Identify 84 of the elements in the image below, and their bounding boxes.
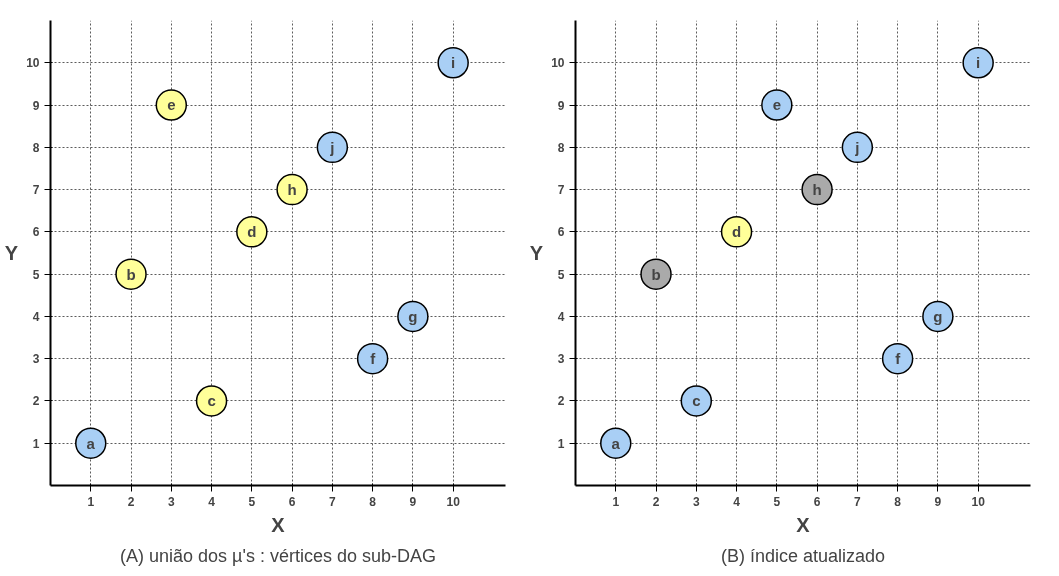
- annotation: f: [370, 350, 377, 368]
- y-tick-label: 9: [557, 98, 565, 113]
- annotation: g: [933, 307, 943, 325]
- point: [640, 258, 672, 290]
- annotation: g: [408, 307, 418, 325]
- annotation: e: [772, 96, 781, 114]
- x-tick-label: 5: [248, 494, 256, 509]
- y-tick-label: 4: [32, 309, 40, 324]
- annotation: a: [611, 434, 621, 452]
- y-tick-label: 8: [557, 140, 565, 155]
- point: [881, 342, 914, 375]
- point: [801, 173, 833, 206]
- annotation: a: [86, 434, 96, 452]
- y-tick-label: 1: [32, 436, 40, 451]
- y-tick-label: 1: [557, 436, 565, 451]
- x-tick-label: 1: [87, 494, 95, 509]
- point: [437, 47, 469, 79]
- point: [962, 47, 994, 79]
- y-tick-label: 3: [32, 352, 40, 367]
- y-tick-label: 2: [32, 394, 40, 409]
- point: [356, 342, 389, 375]
- x-tick-label: 7: [854, 494, 862, 509]
- y-tick-label: 9: [32, 98, 40, 113]
- x-tick-label: 6: [813, 494, 821, 509]
- y-tick-label: 5: [32, 267, 40, 282]
- point: [761, 89, 793, 121]
- y-tick-label: 7: [557, 183, 565, 198]
- y-tick-label: 5: [557, 267, 565, 282]
- annotation: d: [247, 223, 257, 241]
- x-tick-label: 3: [167, 494, 175, 509]
- x-tick-label: 1: [612, 494, 620, 509]
- point: [316, 131, 349, 164]
- x-tick-label: 2: [652, 494, 660, 509]
- y-tick-label: 6: [32, 225, 40, 240]
- point: [276, 173, 308, 206]
- annotation: d: [731, 223, 742, 241]
- x-axis-title: X: [796, 513, 811, 536]
- y-tick-label: 2: [557, 394, 565, 409]
- annotation: j: [329, 138, 335, 156]
- annotation: h: [287, 181, 297, 199]
- point: [680, 385, 713, 417]
- point: [155, 89, 188, 121]
- x-tick-label: 3: [692, 494, 700, 509]
- x-axis-title: X: [271, 513, 286, 536]
- x-tick-label: 9: [934, 494, 942, 509]
- point: [195, 385, 228, 417]
- text: (B) índice atualizado: [720, 545, 886, 566]
- y-tick-label: 7: [32, 183, 40, 198]
- annotation: i: [451, 54, 456, 72]
- point: [720, 216, 753, 248]
- point: [841, 131, 874, 164]
- annotation: f: [895, 350, 902, 368]
- x-tick-label: 6: [288, 494, 296, 509]
- point: [236, 216, 268, 248]
- annotation: i: [976, 54, 981, 72]
- x-tick-label: 5: [773, 494, 781, 509]
- x-tick-label: 2: [127, 494, 135, 509]
- y-tick-label: 10: [551, 56, 565, 71]
- annotation: b: [126, 265, 136, 283]
- annotation: c: [692, 392, 701, 410]
- x-tick-label: 10: [446, 494, 461, 509]
- y-tick-label: 3: [557, 352, 565, 367]
- annotation: c: [207, 392, 216, 410]
- annotation: e: [167, 96, 176, 114]
- y-axis-title: Y: [529, 242, 544, 264]
- annotation: b: [651, 265, 661, 283]
- x-tick-label: 10: [971, 494, 986, 509]
- y-axis-title: Y: [4, 242, 19, 264]
- text: (A) união dos µ's : vértices do sub-DAG: [120, 545, 436, 566]
- annotation: j: [854, 138, 860, 156]
- y-tick-label: 4: [557, 309, 565, 324]
- x-tick-label: 8: [369, 494, 377, 509]
- x-tick-label: 4: [733, 494, 741, 509]
- x-tick-label: 9: [409, 494, 417, 509]
- x-tick-label: 7: [329, 494, 337, 509]
- point: [600, 427, 632, 459]
- x-tick-label: 8: [894, 494, 902, 509]
- point: [115, 258, 147, 290]
- point: [75, 427, 107, 459]
- annotation: h: [812, 181, 822, 199]
- y-tick-label: 8: [32, 140, 40, 155]
- y-tick-label: 6: [557, 225, 565, 240]
- x-tick-label: 4: [208, 494, 216, 509]
- y-tick-label: 10: [26, 56, 40, 71]
